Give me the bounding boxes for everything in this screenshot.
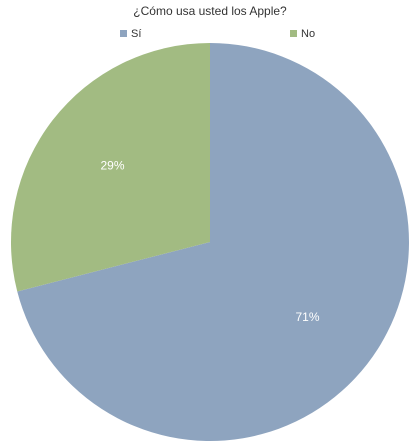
pie-slice [10,43,211,292]
legend-swatch [120,30,127,37]
pie-slice [17,43,409,441]
chart-title: ¿Cómo usa usted los Apple? [133,4,287,18]
legend-swatch [290,30,297,37]
legend-label: Sí [131,28,141,40]
data-label: 71% [295,310,319,324]
data-label: 29% [100,159,124,173]
legend-label: No [301,28,315,40]
